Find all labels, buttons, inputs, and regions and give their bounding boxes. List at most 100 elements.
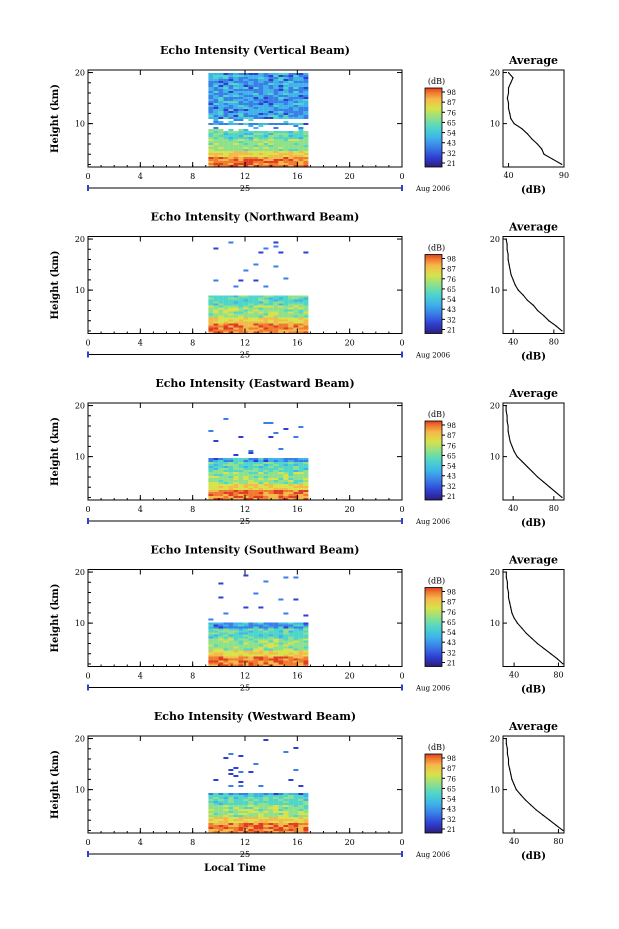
heatmap-cell [243, 303, 249, 306]
heatmap-cell [298, 803, 304, 805]
heatmap-cell [253, 632, 259, 635]
heatmap-cell [228, 161, 234, 163]
heatmap-cell [278, 793, 284, 795]
heatmap-cell [218, 819, 224, 821]
heatmap-cell [238, 650, 244, 653]
heatmap-cell [278, 149, 284, 151]
heatmap-cell [233, 331, 239, 334]
heatmap-cell [218, 582, 224, 585]
heatmap-cell [238, 331, 244, 334]
heatmap-cell [243, 81, 249, 83]
heatmap-cell [258, 644, 264, 647]
heatmap-cell [248, 93, 254, 95]
heatmap-cell [273, 462, 279, 464]
heatmap-cell [248, 472, 254, 474]
heatmap-cell [208, 486, 214, 488]
heatmap-cell [218, 466, 224, 468]
heatmap-cell [223, 799, 229, 801]
y-axis-label: Height (km) [50, 251, 61, 320]
heatmap-cell [263, 462, 269, 464]
heatmap-cell [258, 831, 264, 833]
heatmap-cell [303, 624, 309, 627]
heatmap-cell [213, 458, 219, 460]
heatmap-cell [288, 488, 294, 490]
heatmap-cell [238, 163, 244, 165]
heatmap-cell [253, 492, 259, 494]
profile-point [550, 653, 552, 655]
heatmap-cell [213, 165, 219, 167]
heatmap-cell [238, 622, 244, 625]
heatmap-cell [273, 135, 279, 137]
profile-x-tick-label: 80 [553, 671, 563, 680]
heatmap-cell [258, 472, 264, 474]
heatmap-cell [258, 73, 264, 75]
heatmap-cell [223, 492, 229, 494]
heatmap-cell [268, 642, 274, 645]
heatmap-cell [278, 327, 284, 330]
heatmap-cell [248, 664, 254, 667]
heatmap-cell [283, 99, 289, 101]
heatmap-cell [228, 498, 234, 500]
heatmap-cell [248, 799, 254, 801]
heatmap-cell [293, 165, 299, 167]
heatmap-cell [263, 157, 269, 159]
heatmap-cell [218, 801, 224, 803]
profile-y-tick-label: 10 [490, 453, 500, 462]
heatmap-cell [213, 151, 219, 153]
heatmap-cell [253, 638, 259, 641]
profile-point [561, 163, 563, 165]
heatmap-cell [223, 87, 229, 89]
heatmap-cell [283, 470, 289, 472]
heatmap-cell [238, 317, 244, 320]
heatmap-cell [273, 105, 279, 107]
heatmap-cell [258, 468, 264, 470]
heatmap-cell [213, 803, 219, 805]
heatmap-cell [258, 101, 264, 103]
heatmap-cell [248, 452, 254, 454]
heatmap-cell [253, 482, 259, 484]
heatmap [208, 73, 309, 167]
heatmap-cell [293, 476, 299, 478]
profile-point [513, 123, 515, 125]
heatmap-cell [293, 81, 299, 83]
profile-y-tick-label: 20 [490, 69, 500, 78]
heatmap-cell [263, 797, 269, 799]
heatmap-cell [228, 478, 234, 480]
heatmap-cell [298, 474, 304, 476]
heatmap-cell [253, 143, 259, 145]
heatmap-cell [288, 297, 294, 300]
heatmap-cell [248, 77, 254, 79]
heatmap-cell [228, 157, 234, 159]
heatmap-cell [248, 89, 254, 91]
heatmap-cell [223, 115, 229, 117]
heatmap-cell [298, 648, 304, 651]
heatmap-cell [283, 486, 289, 488]
heatmap-cell [248, 476, 254, 478]
heatmap-cell [288, 111, 294, 113]
heatmap-cell [258, 460, 264, 462]
heatmap-cell [283, 799, 289, 801]
heatmap-cell [258, 329, 264, 332]
heatmap-cell [223, 131, 229, 133]
heatmap-cell [288, 139, 294, 141]
heatmap-cell [253, 109, 259, 111]
heatmap-cell [243, 319, 249, 322]
heatmap-cell [228, 317, 234, 320]
heatmap-cell [243, 482, 249, 484]
heatmap-cell [298, 133, 304, 135]
heatmap-cell [293, 488, 299, 490]
heatmap-cell [258, 137, 264, 139]
heatmap-cell [213, 139, 219, 141]
heatmap-cell [258, 165, 264, 167]
heatmap-cell [218, 75, 224, 77]
heatmap-cell [213, 660, 219, 663]
heatmap-cell [293, 664, 299, 667]
heatmap-cell [243, 77, 249, 79]
heatmap-cell [233, 809, 239, 811]
heatmap-cell [208, 311, 214, 314]
heatmap-cell [228, 329, 234, 332]
heatmap-cell [238, 165, 244, 167]
heatmap-cell [258, 107, 264, 109]
heatmap-cell [253, 831, 259, 833]
heatmap-cell [233, 813, 239, 815]
